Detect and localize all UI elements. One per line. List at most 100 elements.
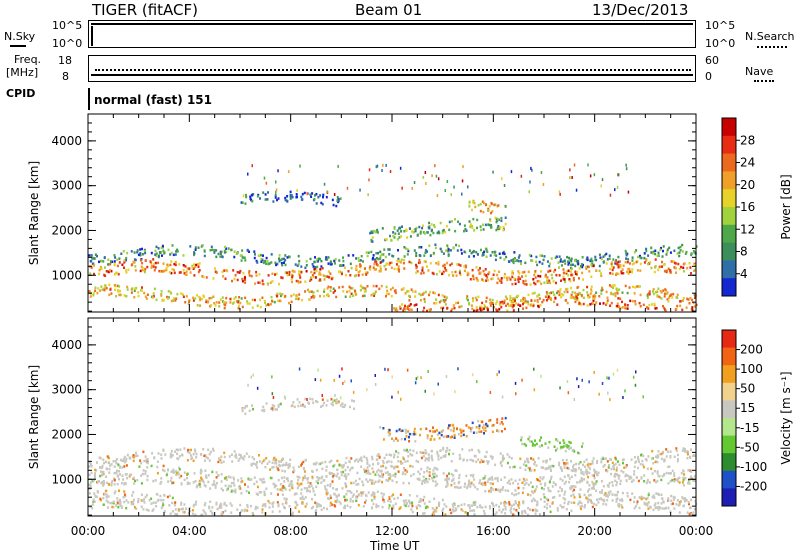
data-cell (476, 308, 479, 312)
data-cell (435, 474, 438, 478)
data-cell (405, 435, 408, 438)
data-cell (440, 430, 443, 433)
data-cell (467, 504, 470, 507)
data-cell (200, 245, 203, 248)
data-cell (434, 480, 437, 483)
data-cell (179, 271, 182, 274)
data-cell (411, 465, 414, 468)
data-cell (193, 274, 196, 277)
data-cell (463, 485, 466, 488)
data-cell (656, 506, 659, 509)
data-cell (557, 261, 560, 264)
data-cell (224, 509, 227, 513)
data-cell (194, 480, 197, 483)
data-cell (291, 274, 294, 278)
data-cell (198, 295, 201, 299)
data-cell (682, 476, 685, 479)
data-cell (427, 269, 430, 272)
data-cell (261, 282, 264, 285)
data-cell (572, 463, 575, 467)
data-cell (315, 485, 318, 489)
data-cell (525, 482, 528, 485)
data-cell (118, 257, 121, 260)
data-cell (611, 265, 614, 268)
data-cell (223, 269, 226, 272)
data-cell (102, 260, 105, 263)
data-cell (396, 496, 399, 500)
data-cell (689, 266, 692, 269)
data-cell (342, 256, 344, 259)
data-cell (130, 291, 133, 294)
data-cell (481, 278, 484, 281)
data-cell (396, 259, 399, 262)
data-cell (379, 267, 382, 271)
data-cell (549, 505, 552, 508)
data-cell (169, 452, 172, 456)
data-cell (224, 277, 227, 280)
data-cell (693, 251, 696, 254)
data-cell (482, 269, 485, 273)
data-cell (256, 261, 259, 264)
data-cell (530, 457, 533, 460)
data-cell (171, 244, 174, 247)
data-cell (229, 476, 232, 479)
data-cell (555, 438, 558, 441)
data-cell (475, 250, 478, 254)
data-cell (448, 228, 451, 232)
data-cell (545, 459, 548, 462)
data-cell (454, 218, 456, 221)
data-cell (527, 466, 530, 470)
data-cell (567, 500, 570, 504)
data-cell (406, 290, 409, 293)
data-cell (426, 505, 429, 509)
data-cell (133, 261, 136, 264)
data-cell (334, 262, 336, 265)
data-cell (489, 301, 492, 305)
data-cell (567, 269, 570, 272)
data-cell (115, 504, 118, 507)
data-cell (502, 302, 505, 305)
data-cell (171, 481, 174, 485)
data-cell (468, 220, 471, 223)
data-cell (160, 480, 163, 484)
data-cell (656, 472, 659, 475)
data-cell (425, 479, 428, 482)
data-cell (122, 478, 125, 481)
data-cell (220, 473, 223, 476)
data-cell (377, 468, 380, 472)
data-cell (390, 494, 393, 498)
data-cell (574, 291, 577, 295)
data-cell (187, 302, 190, 305)
data-cell (625, 257, 628, 260)
data-cell (670, 293, 673, 296)
data-cell (335, 475, 338, 478)
data-cell (271, 272, 274, 275)
data-cell (203, 295, 205, 298)
data-cell (162, 448, 165, 451)
data-cell (485, 279, 488, 282)
data-cell (677, 262, 680, 266)
nsearch-tick-bottom: 10^0 (705, 37, 736, 50)
data-cell (234, 296, 237, 299)
data-cell (685, 250, 688, 254)
data-cell (107, 270, 110, 273)
data-cell (499, 488, 502, 492)
freq-panel (88, 55, 696, 82)
data-cell (272, 396, 275, 399)
data-cell (136, 251, 139, 254)
data-cell (311, 192, 314, 195)
data-cell (370, 250, 373, 254)
data-cell (514, 500, 517, 503)
data-cell (419, 299, 422, 302)
data-cell (310, 270, 313, 274)
data-cell (109, 263, 112, 266)
data-cell (598, 264, 601, 268)
data-cell (452, 304, 455, 307)
data-cell (652, 250, 655, 254)
data-cell (160, 457, 163, 460)
data-cell (173, 297, 176, 300)
data-cell (471, 509, 474, 512)
colorbar-tick-label: -100 (740, 460, 767, 474)
data-cell (664, 269, 667, 273)
data-cell (279, 464, 281, 467)
